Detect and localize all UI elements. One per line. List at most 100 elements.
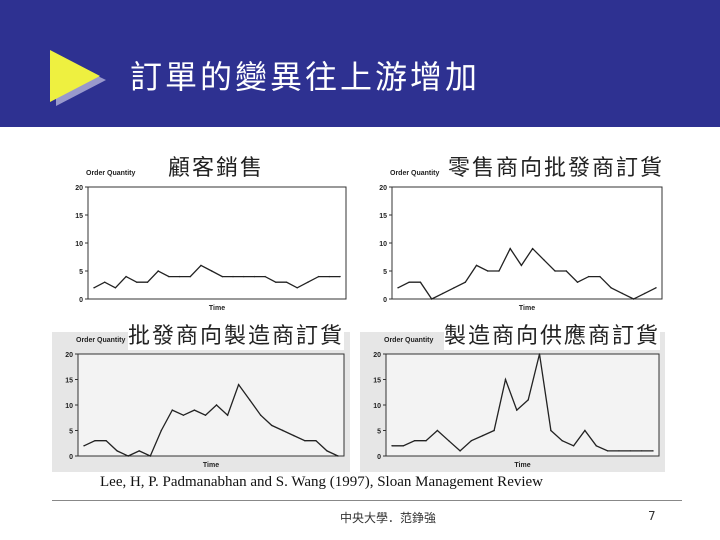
- data-point: [618, 450, 620, 452]
- data-point: [317, 275, 320, 278]
- citation: Lee, H, P. Padmanabhan and S. Wang (1997…: [98, 474, 546, 491]
- y-tick-label: 15: [65, 378, 73, 385]
- y-tick-label: 10: [373, 403, 381, 410]
- footer-divider: [52, 500, 682, 501]
- data-point: [146, 281, 149, 283]
- title-bar: [0, 0, 720, 127]
- data-point: [640, 450, 643, 452]
- data-point: [487, 270, 489, 272]
- data-point: [304, 440, 306, 442]
- data-point: [103, 281, 106, 283]
- data-point: [339, 275, 341, 278]
- data-point: [644, 292, 646, 295]
- data-point: [264, 275, 266, 278]
- data-point: [243, 275, 245, 278]
- data-point: [182, 414, 185, 416]
- y-tick-label: 5: [79, 269, 83, 276]
- data-point: [419, 281, 422, 283]
- data-point: [105, 440, 107, 442]
- data-point: [248, 399, 251, 401]
- data-point: [430, 298, 433, 300]
- data-point: [271, 424, 273, 427]
- panel-title-wholesaler-orders: 批發商向製造商訂貨: [128, 318, 345, 350]
- data-point: [93, 287, 95, 289]
- chart-svg: 0 5 10 15 20 Order Quantity Time: [360, 332, 665, 472]
- data-point: [204, 414, 207, 416]
- data-point: [136, 281, 138, 283]
- series-line: [83, 383, 339, 457]
- x-axis-label: Time: [209, 305, 225, 312]
- data-point: [565, 270, 567, 272]
- data-point: [527, 399, 529, 401]
- page-number: 7: [648, 509, 656, 523]
- data-point: [576, 281, 579, 283]
- chart-retailer-orders: 0 5 10 15 20 Order Quantity Time: [366, 165, 668, 315]
- data-point: [543, 259, 545, 261]
- data-point: [296, 287, 298, 289]
- data-point: [193, 409, 196, 411]
- data-point: [425, 440, 427, 442]
- data-point: [94, 440, 96, 442]
- y-tick-label: 20: [75, 185, 83, 192]
- y-tick-label: 0: [377, 454, 381, 461]
- data-point: [397, 287, 399, 289]
- slide-title: 訂單的變異往上游增加: [130, 58, 481, 96]
- data-point: [606, 450, 609, 452]
- x-axis-label: Time: [519, 305, 535, 312]
- y-tick-label: 10: [65, 403, 73, 410]
- data-point: [554, 270, 556, 272]
- footer-author: 中央大學．范錚強: [340, 511, 437, 525]
- y-tick-label: 15: [373, 378, 381, 385]
- data-point: [475, 264, 478, 267]
- y-axis-label: Order Quantity: [384, 337, 434, 344]
- data-point: [83, 445, 85, 447]
- data-point: [127, 455, 129, 457]
- data-point: [655, 287, 657, 289]
- data-point: [200, 264, 202, 267]
- data-point: [413, 440, 416, 442]
- y-tick-label: 20: [65, 352, 73, 359]
- data-point: [171, 409, 174, 411]
- data-point: [531, 247, 534, 250]
- data-point: [326, 450, 328, 452]
- data-point: [550, 429, 552, 432]
- data-point: [125, 275, 127, 278]
- panel-title-customer-sales: 顧客銷售: [168, 150, 265, 182]
- y-tick-label: 15: [75, 213, 83, 220]
- chart-svg: 0 5 10 15 20 Order Quantity Time: [75, 170, 347, 312]
- y-tick-label: 10: [75, 241, 83, 248]
- data-point: [632, 298, 635, 300]
- data-point: [436, 429, 439, 432]
- data-point: [337, 455, 339, 457]
- data-point: [442, 292, 444, 295]
- data-point: [629, 450, 632, 452]
- series-line: [93, 264, 340, 289]
- data-point: [178, 275, 181, 278]
- data-point: [493, 429, 495, 432]
- data-point: [470, 440, 473, 442]
- data-point: [498, 270, 500, 272]
- data-point: [221, 275, 224, 278]
- data-point: [307, 281, 309, 283]
- data-point: [215, 404, 218, 406]
- y-axis-label: Order Quantity: [86, 170, 136, 177]
- data-point: [189, 275, 191, 278]
- plot-frame: [391, 186, 663, 300]
- data-point: [482, 434, 484, 437]
- data-point: [587, 275, 590, 278]
- data-point: [610, 287, 612, 289]
- data-point: [516, 409, 518, 411]
- y-tick-label: 15: [379, 213, 387, 220]
- data-point: [253, 275, 256, 278]
- y-tick-label: 0: [383, 297, 387, 304]
- data-point: [293, 434, 295, 437]
- x-axis-label: Time: [514, 462, 530, 469]
- data-point: [572, 445, 575, 447]
- chart-customer-sales: 0 5 10 15 20 Order Quantity Time: [62, 165, 352, 315]
- data-point: [259, 414, 262, 416]
- panel-title-manufacturer-orders: 製造商向供應商訂貨: [444, 318, 661, 350]
- data-point: [138, 450, 140, 452]
- data-point: [237, 383, 240, 386]
- y-axis-label: Order Quantity: [76, 337, 126, 344]
- y-tick-label: 20: [373, 352, 381, 359]
